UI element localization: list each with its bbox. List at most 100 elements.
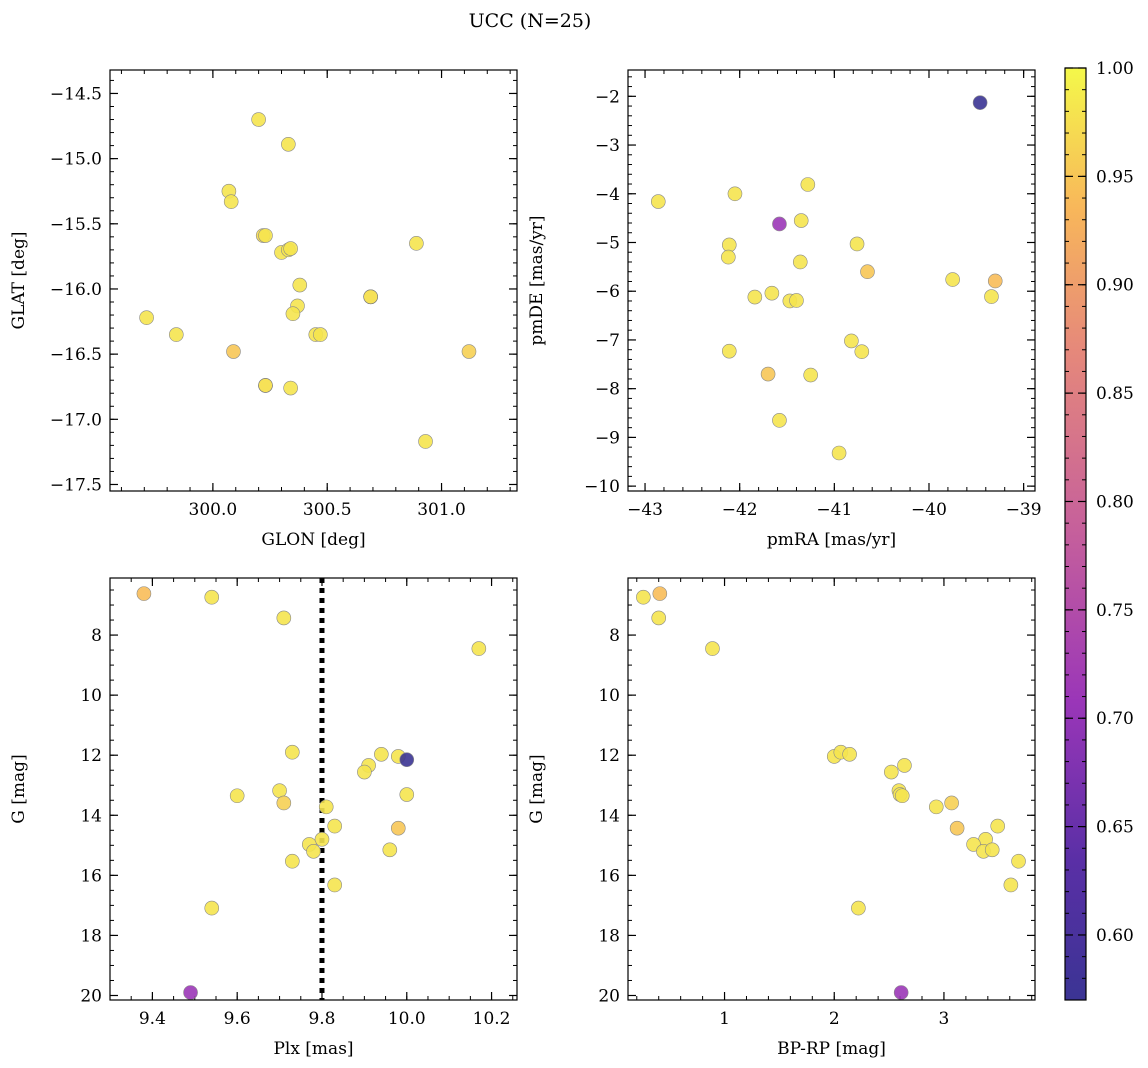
data-point: [285, 853, 300, 869]
colorbar-tick-label: 1.00: [1096, 59, 1134, 79]
data-point-overlap: [363, 289, 378, 305]
y-tick-label: −3: [595, 136, 620, 156]
x-tick-label: 1: [719, 1009, 730, 1029]
y-axis-label: G [mag]: [527, 754, 547, 823]
x-tick-label: 300.5: [303, 500, 352, 520]
data-point: [258, 228, 273, 243]
x-tick-label: 9.4: [139, 1009, 166, 1029]
y-tick-label: 8: [91, 626, 102, 646]
data-point: [727, 186, 743, 202]
colorbar-tick-label: 0.80: [1096, 492, 1134, 512]
data-point: [650, 194, 666, 209]
x-tick-label: 9.8: [308, 1009, 335, 1029]
data-point: [418, 434, 433, 449]
y-tick-label: −5: [595, 233, 620, 253]
x-axis-label: pmRA [mas/yr]: [767, 530, 896, 550]
major-ticks: 300.0 300.5 301.0 −17.5 −17.0 −16.5 −16.0 −15.5…: [50, 70, 517, 520]
major-ticks: 9.4 9.6 9.8 10.0 10.2 8 10 12 14 16 18 20: [80, 578, 517, 1029]
data-point: [272, 783, 287, 798]
colorbar-tick-label: 0.85: [1096, 384, 1134, 404]
x-tick-label: 301.0: [417, 500, 466, 520]
scatter-points: [139, 112, 477, 449]
data-point: [944, 795, 959, 811]
x-axis-label: GLON [deg]: [261, 530, 365, 550]
data-point: [987, 273, 1003, 289]
colorbar-tick-label: 0.90: [1096, 276, 1134, 296]
y-tick-label: 16: [598, 866, 620, 886]
x-tick-label: 2: [829, 1009, 840, 1029]
y-tick-label: −4: [595, 185, 620, 205]
data-point: [945, 272, 960, 287]
data-point: [399, 787, 415, 802]
data-point: [409, 236, 424, 251]
data-point: [283, 241, 298, 256]
x-tick-label: −39: [1006, 500, 1042, 520]
data-point: [793, 213, 809, 228]
y-tick-label: 12: [80, 746, 102, 766]
data-point: [382, 842, 398, 858]
data-point: [139, 310, 154, 325]
data-point: [285, 306, 301, 322]
x-tick-label: 3: [939, 1009, 950, 1029]
axes-frame: [627, 577, 1036, 1001]
y-tick-label: −10: [584, 477, 620, 497]
data-point: [854, 344, 870, 359]
data-point: [860, 264, 875, 280]
data-point: [760, 366, 776, 382]
data-point: [169, 327, 184, 342]
y-tick-label: −6: [595, 282, 620, 302]
data-point: [229, 788, 245, 804]
colorbar-ticks: 0.60 0.65 0.70 0.75 0.80 0.85 0.90 0.95 1.00: [1065, 59, 1134, 1001]
data-point: [897, 758, 912, 773]
data-point: [705, 641, 720, 656]
data-point: [136, 586, 152, 601]
colorbar-gradient: [1064, 67, 1087, 1001]
data-point: [747, 289, 763, 305]
major-ticks: −43 −42 −41 −40 −39 −10 −9 −8 −7 −6 −5 −4 −3 −2: [584, 70, 1042, 520]
y-tick-label: 14: [598, 806, 620, 826]
data-point: [831, 445, 847, 461]
axes-frame: [627, 69, 1036, 492]
y-tick-label: 10: [598, 686, 620, 706]
x-tick-label: −42: [722, 500, 758, 520]
data-point: [1003, 877, 1019, 893]
y-tick-label: 12: [598, 746, 620, 766]
y-tick-label: 10: [80, 686, 102, 706]
panel-pm: −43 −42 −41 −40 −39 −10 −9 −8 −7 −6 −5 −4 −3 −2 pmRA […: [527, 69, 1042, 550]
y-tick-label: −7: [595, 331, 620, 351]
data-point: [327, 818, 342, 834]
data-point: [357, 764, 372, 780]
data-point: [893, 985, 909, 1000]
y-axis-label: pmDE [mas/yr]: [527, 215, 547, 345]
data-point: [851, 900, 866, 916]
y-tick-label: −15.5: [50, 215, 102, 235]
y-tick-label: −16.0: [50, 280, 102, 300]
data-point: [772, 413, 787, 428]
scatter-points: [636, 586, 1026, 1000]
scatter-points: [136, 586, 487, 1000]
x-tick-label: 10.2: [473, 1009, 511, 1029]
data-point: [972, 95, 988, 110]
y-tick-label: −9: [595, 428, 620, 448]
y-tick-label: 14: [80, 806, 102, 826]
y-axis-label: GLAT [deg]: [9, 231, 29, 329]
data-point: [318, 799, 334, 815]
minor-ticks: [628, 578, 1035, 1000]
scatter-points: [650, 95, 1003, 461]
data-point: [285, 744, 300, 760]
data-point: [183, 985, 198, 1000]
data-point: [327, 877, 342, 893]
colorbar-tick-label: 0.95: [1096, 167, 1134, 187]
panels: 300.0 300.5 301.0 −17.5 −17.0 −16.5 −16.0 −15.5…: [9, 69, 1042, 1059]
x-tick-label: −41: [816, 500, 852, 520]
data-point: [204, 589, 220, 605]
minor-ticks: [628, 70, 1035, 491]
y-tick-label: 8: [609, 626, 620, 646]
y-tick-label: −2: [595, 87, 620, 107]
data-point: [803, 367, 818, 383]
data-point: [772, 216, 787, 232]
data-point: [223, 194, 239, 209]
y-tick-label: −17.0: [50, 410, 102, 430]
